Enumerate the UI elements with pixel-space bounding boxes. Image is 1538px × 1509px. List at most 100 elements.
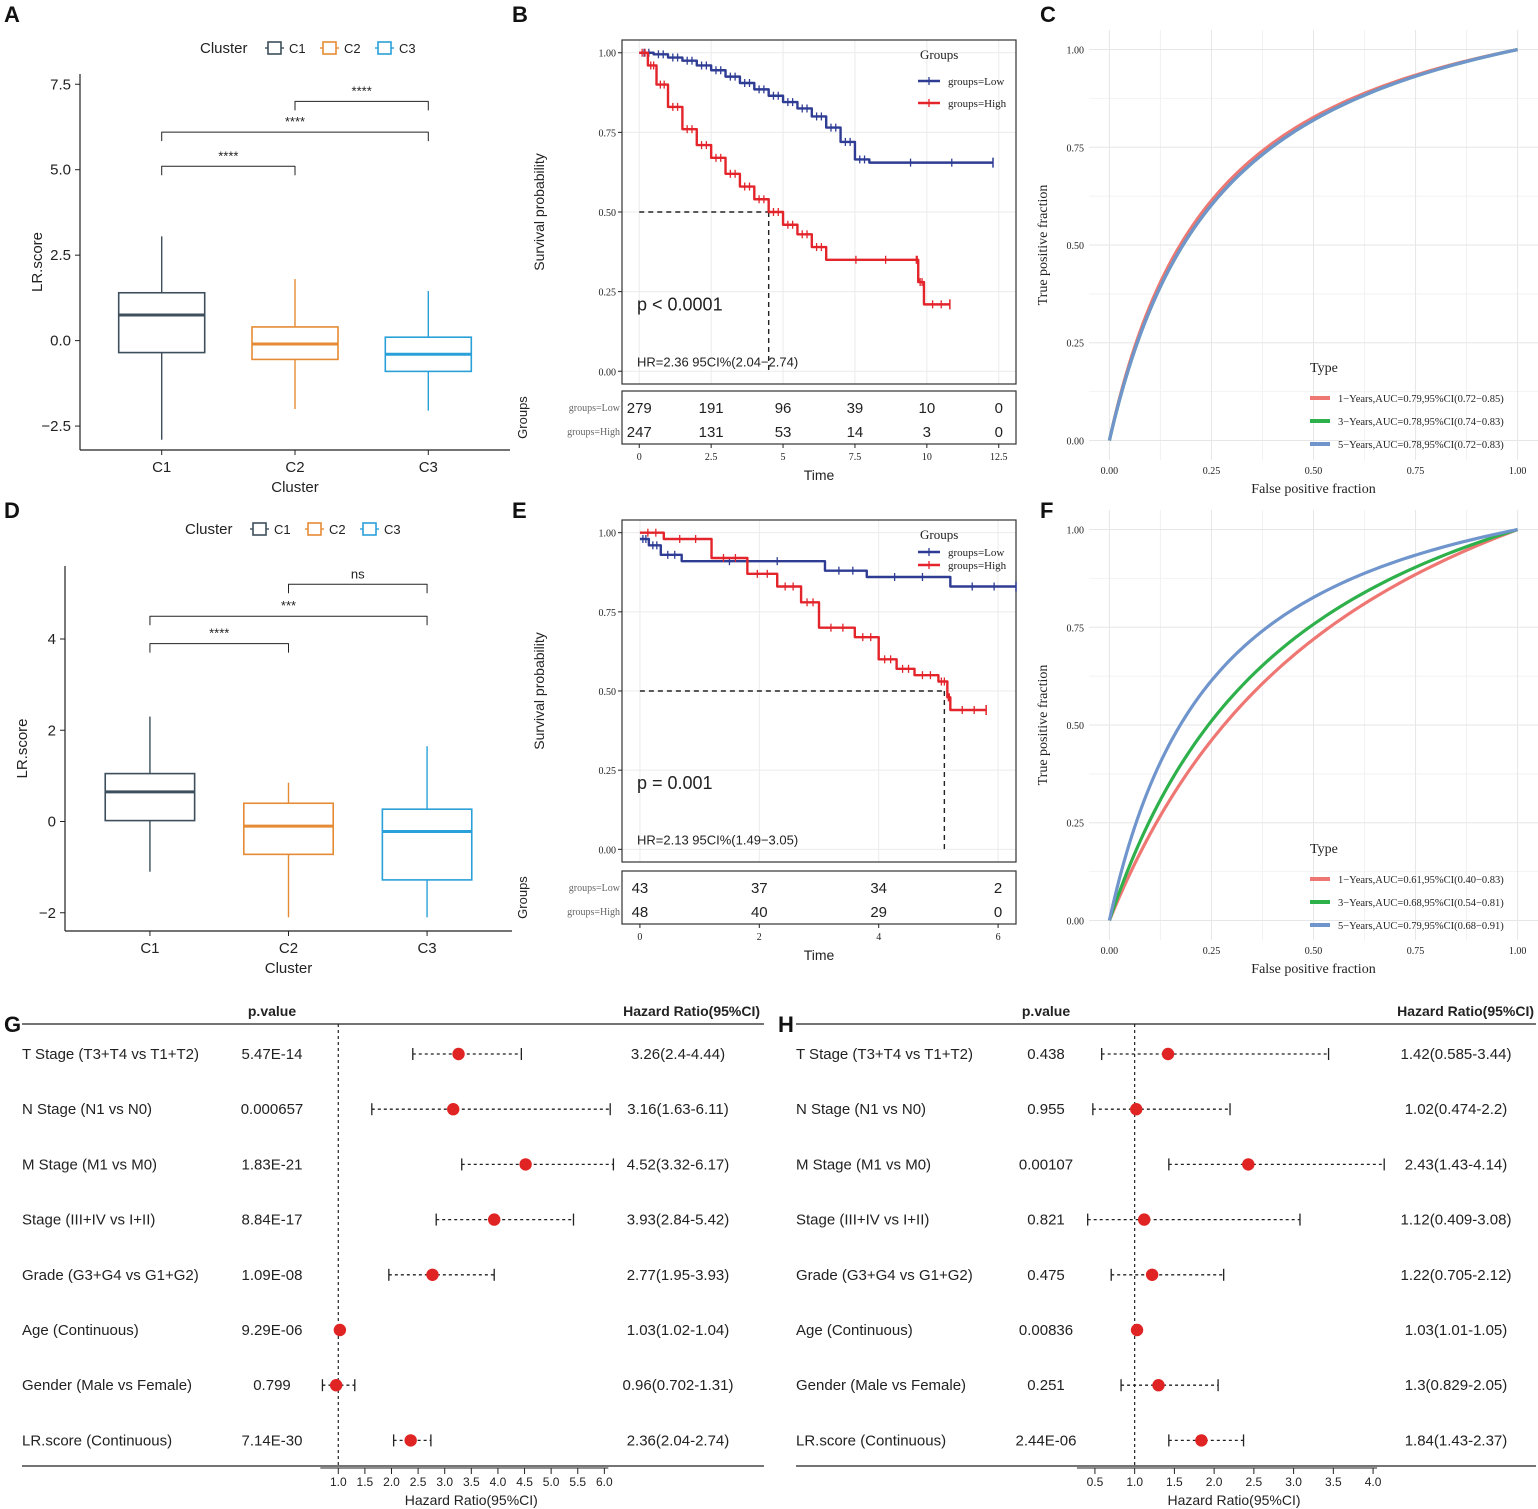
row-hazard-ratio: 4.52(3.32-6.17) xyxy=(627,1156,730,1173)
x-tick-label: 0.50 xyxy=(1305,466,1323,477)
x-tick-label: 4.0 xyxy=(1365,1475,1382,1489)
x-tick-label: 3.0 xyxy=(436,1475,453,1489)
row-hazard-ratio: 1.03(1.02-1.04) xyxy=(627,1322,730,1339)
forest-row: N Stage (N1 vs N0) 0.955 1.02(0.474-2.2) xyxy=(796,1101,1507,1118)
x-tick-label: C3 xyxy=(419,459,438,476)
hazard-ratio-point xyxy=(488,1213,501,1226)
legend-title: Groups xyxy=(920,47,958,62)
legend-key xyxy=(307,522,322,536)
legend-key xyxy=(322,41,337,55)
legend-label: C3 xyxy=(384,522,401,537)
hazard-ratio-point xyxy=(404,1434,417,1447)
y-tick-label: 0.50 xyxy=(1067,721,1085,732)
forest-row: Grade (G3+G4 vs G1+G2) 0.475 1.22(0.705-2.… xyxy=(796,1267,1511,1284)
x-tick-label: 1.5 xyxy=(357,1475,374,1489)
hazard-ratio-point xyxy=(1161,1047,1175,1061)
forest-row: M Stage (M1 vs M0) 0.00107 2.43(1.43-4.14) xyxy=(796,1156,1507,1173)
legend-title: Cluster xyxy=(200,40,248,57)
y-axis-label: LR.score xyxy=(14,718,31,778)
legend-label: 3−Years,AUC=0.78,95%CI(0.74−0.83) xyxy=(1338,417,1504,428)
x-tick-label: 3.5 xyxy=(1325,1475,1342,1489)
x-tick-label: 0.00 xyxy=(1101,466,1119,477)
forest-row: LR.score (Continuous) 2.44E-06 1.84(1.43-2… xyxy=(796,1432,1507,1449)
forest-h: p.value Hazard Ratio(95%CI) T Stage (T3+T4… xyxy=(796,1003,1536,1508)
risk-row-label: groups=High xyxy=(567,907,620,918)
risk-count: 39 xyxy=(847,400,864,417)
x-tick-label: 10 xyxy=(922,452,932,463)
risk-count: 29 xyxy=(870,904,887,921)
y-tick-label: 0.75 xyxy=(599,608,617,619)
y-tick-label: 0.00 xyxy=(599,367,617,378)
box-c3 xyxy=(381,746,473,918)
risk-count: 2 xyxy=(994,880,1002,897)
legend-label: C1 xyxy=(289,41,306,56)
legend-label: C2 xyxy=(329,522,346,537)
y-axis-label: Survival probability xyxy=(531,153,547,271)
forest-row: M Stage (M1 vs M0) 1.83E-21 4.52(3.32-6.17… xyxy=(22,1156,729,1173)
legend-label: 5−Years,AUC=0.79,95%CI(0.68−0.91) xyxy=(1338,921,1504,932)
row-p-value: 1.09E-08 xyxy=(242,1267,303,1284)
significance-bracket xyxy=(294,100,429,111)
x-tick-label: 2.0 xyxy=(1206,1475,1223,1489)
y-tick-label: 0.25 xyxy=(599,766,617,777)
significance-label: *** xyxy=(281,598,296,613)
x-tick-label: C2 xyxy=(285,459,304,476)
y-tick-label: 1.00 xyxy=(1067,46,1085,57)
x-tick-label: 6 xyxy=(996,932,1001,943)
p-value-label: p = 0.001 xyxy=(637,773,713,793)
row-p-value: 5.47E-14 xyxy=(242,1046,303,1063)
significance-bracket xyxy=(161,131,429,142)
risk-count: 0 xyxy=(994,904,1002,921)
y-tick-label: 0.75 xyxy=(1067,623,1085,634)
y-tick-label: 0.50 xyxy=(599,208,617,219)
legend-key xyxy=(267,41,282,55)
y-tick-label: 1.00 xyxy=(599,529,617,540)
panel-letter-c: C xyxy=(1040,2,1056,27)
hazard-ratio-point xyxy=(1137,1213,1151,1226)
hazard-ratio-point xyxy=(333,1323,347,1337)
legend: Groups groups=Low groups=High xyxy=(918,47,1007,110)
risk-count: 191 xyxy=(699,400,724,417)
legend-title: Cluster xyxy=(185,521,233,538)
x-tick-label: 2.5 xyxy=(705,452,718,463)
y-tick-label: 7.5 xyxy=(50,76,71,93)
row-hazard-ratio: 0.96(0.702-1.31) xyxy=(623,1377,734,1394)
row-hazard-ratio: 2.43(1.43-4.14) xyxy=(1405,1156,1508,1173)
panel-letter-f: F xyxy=(1040,498,1053,523)
hazard-ratio-point xyxy=(1195,1434,1208,1447)
x-axis-label: False positive fraction xyxy=(1251,482,1375,497)
legend-label: groups=Low xyxy=(948,547,1004,559)
row-hazard-ratio: 1.12(0.409-3.08) xyxy=(1401,1212,1512,1229)
risk-count: 48 xyxy=(632,904,649,921)
legend: Cluster C1 C2 C3 xyxy=(185,521,401,538)
row-label: Age (Continuous) xyxy=(796,1322,913,1339)
row-hazard-ratio: 1.03(1.01-1.05) xyxy=(1405,1322,1508,1339)
y-axis-label: True positive fraction xyxy=(1036,665,1051,786)
row-p-value: 0.000657 xyxy=(241,1101,304,1118)
row-hazard-ratio: 3.26(2.4-4.44) xyxy=(631,1046,725,1063)
row-label: Stage (III+IV vs I+II) xyxy=(22,1212,155,1229)
hazard-ratio-point xyxy=(452,1047,465,1061)
column-header-p-value: p.value xyxy=(248,1003,296,1019)
significance-bracket xyxy=(149,615,428,626)
box-c1 xyxy=(104,716,196,872)
x-tick-label: 6.0 xyxy=(596,1475,613,1489)
row-hazard-ratio: 3.16(1.63-6.11) xyxy=(627,1101,728,1118)
box-iqr xyxy=(381,808,473,881)
row-hazard-ratio: 3.93(2.84-5.42) xyxy=(627,1212,730,1229)
row-p-value: 1.83E-21 xyxy=(242,1156,303,1173)
row-p-value: 0.821 xyxy=(1027,1212,1065,1229)
box-c3 xyxy=(384,291,473,411)
y-tick-label: 0.75 xyxy=(1067,143,1085,154)
row-label: N Stage (N1 vs N0) xyxy=(22,1101,152,1118)
x-axis-label: Hazard Ratio(95%CI) xyxy=(1167,1492,1300,1508)
row-label: M Stage (M1 vs M0) xyxy=(796,1156,931,1173)
y-tick-label: 0.00 xyxy=(599,845,617,856)
box-iqr xyxy=(117,291,206,354)
km-e: 0.00 0.25 0.50 0.75 1.00 Survival probability… xyxy=(515,519,1017,963)
panel-letter-e: E xyxy=(512,498,527,523)
x-axis-label: Time xyxy=(804,947,835,963)
row-p-value: 0.438 xyxy=(1027,1046,1065,1063)
risk-row-label: groups=High xyxy=(567,427,620,438)
y-axis-label: True positive fraction xyxy=(1036,185,1051,306)
